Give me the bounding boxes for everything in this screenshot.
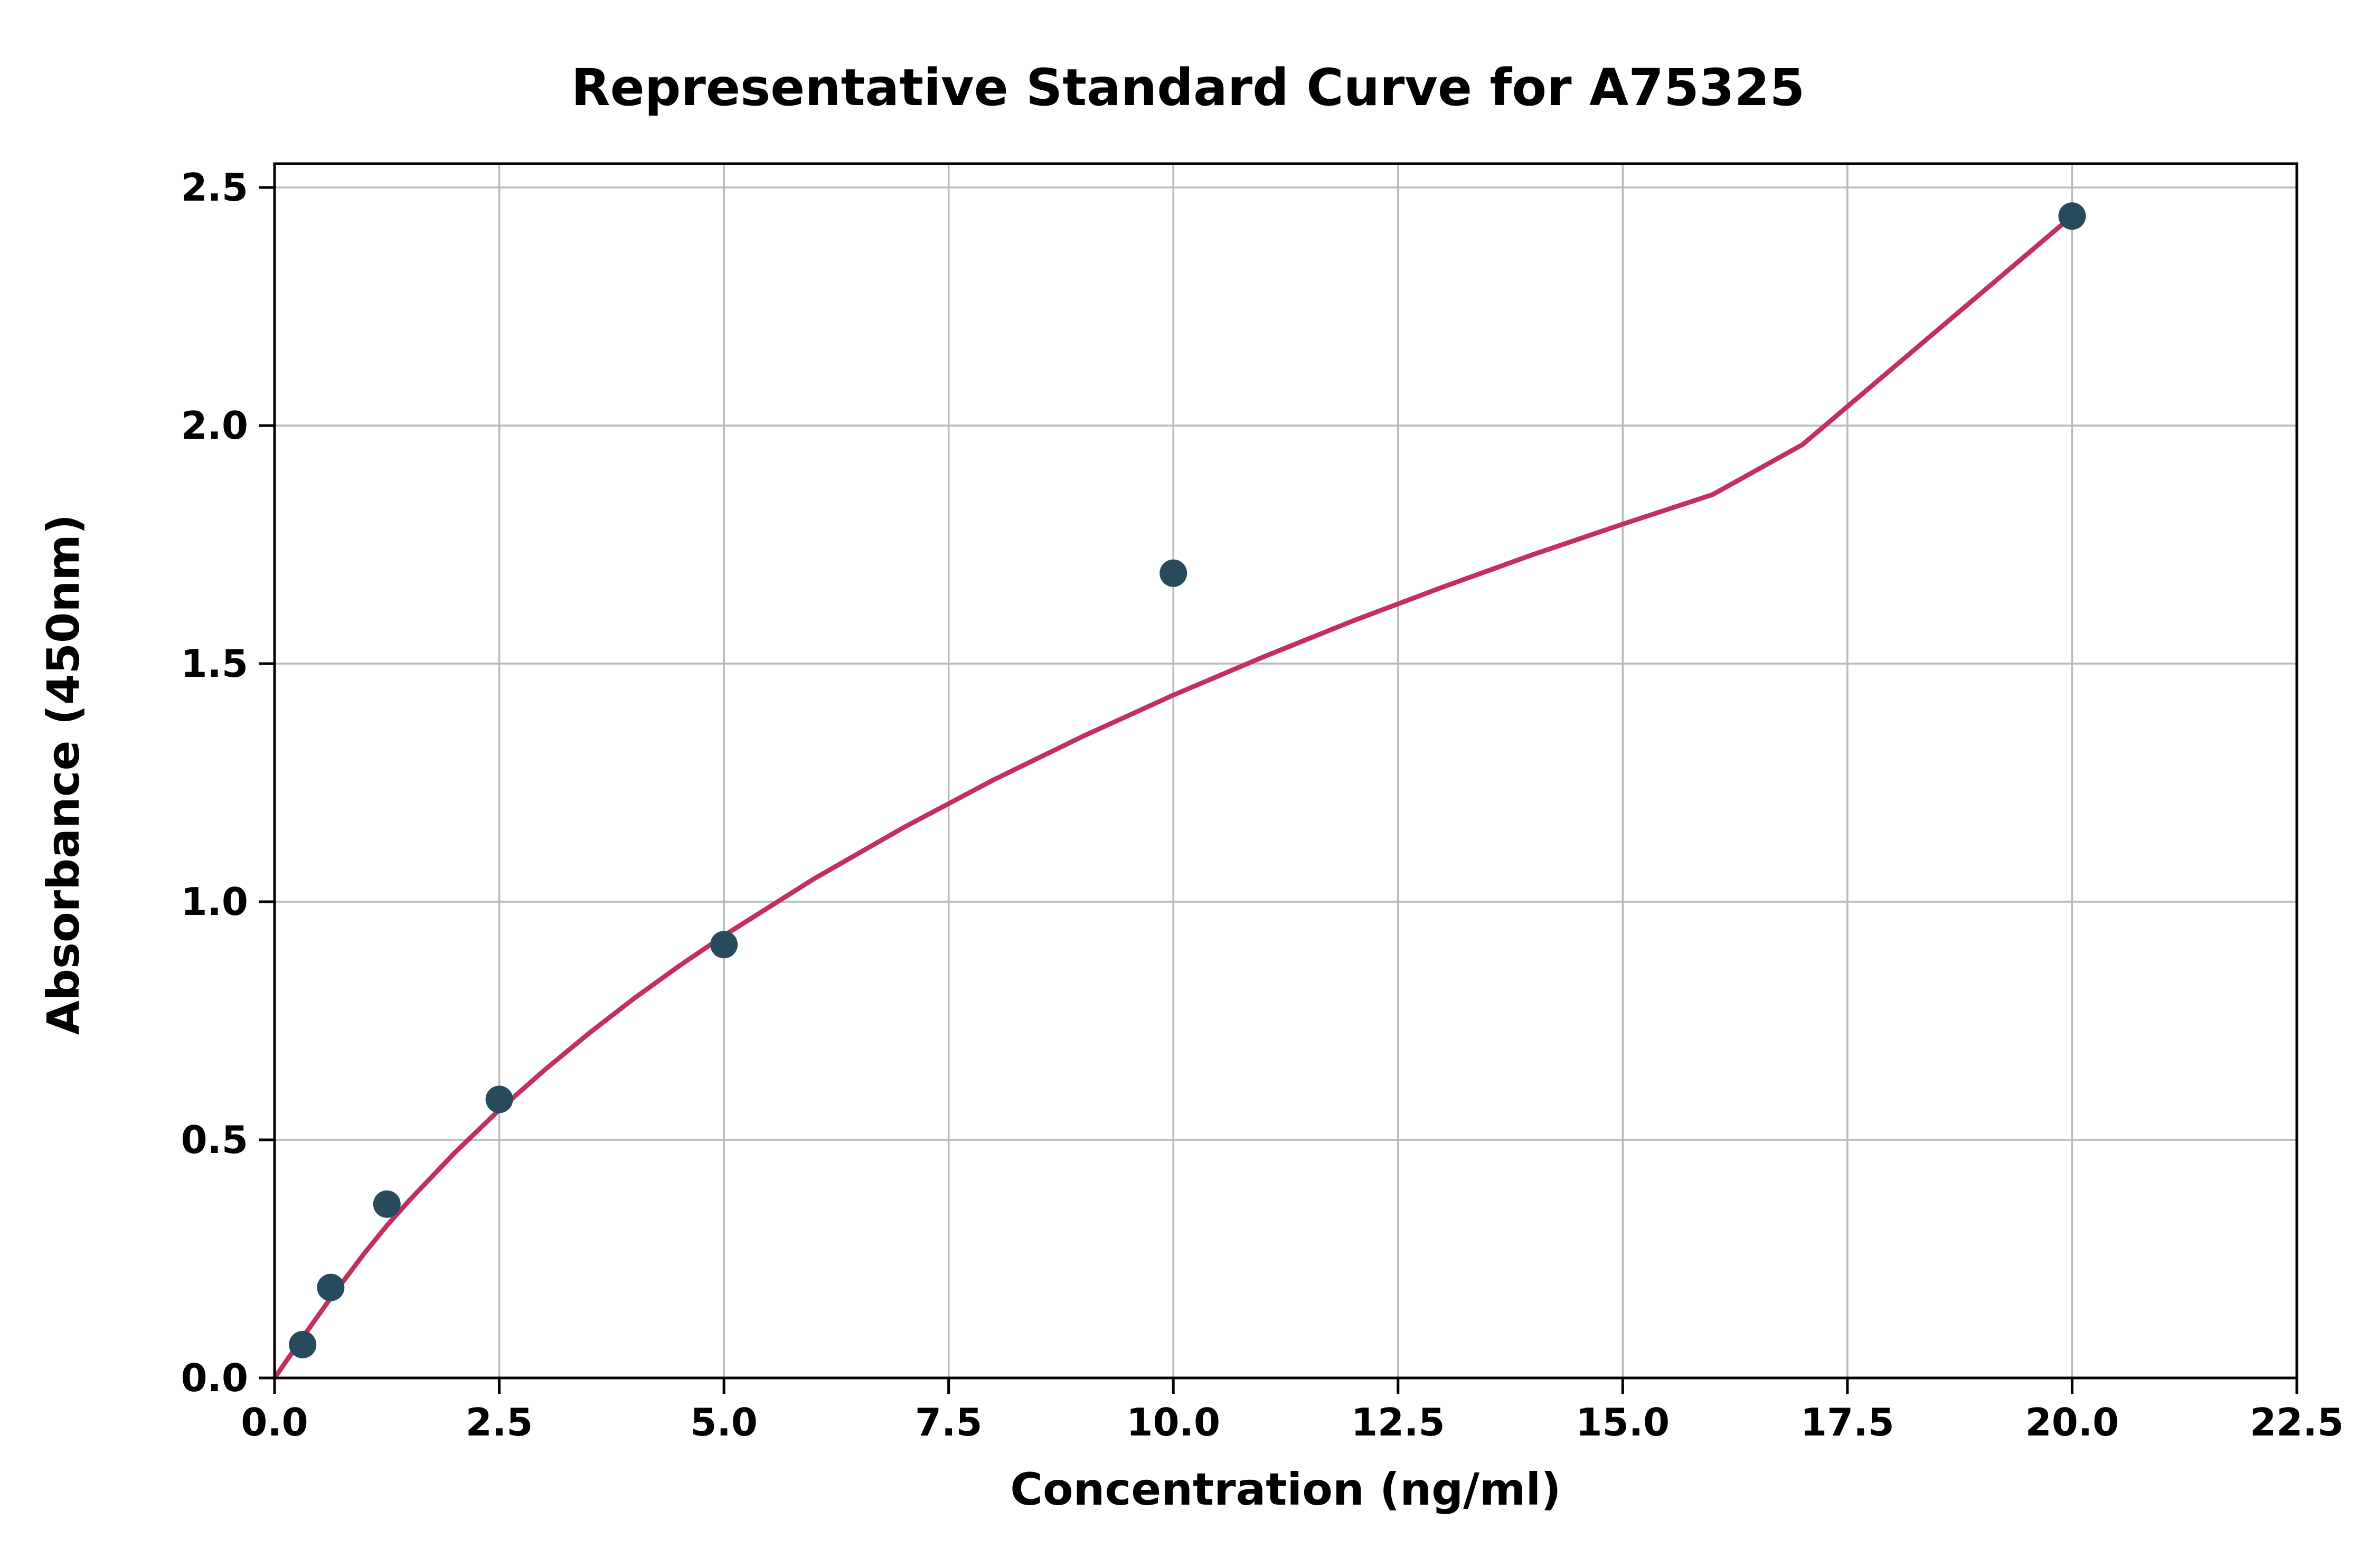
y-tick-label: 1.5 <box>143 641 248 686</box>
x-tick-label: 20.0 <box>1993 1400 2151 1444</box>
x-tick-label: 2.5 <box>420 1400 579 1444</box>
x-tick-label: 7.5 <box>870 1400 1028 1444</box>
y-tick-label: 2.0 <box>143 403 248 448</box>
y-tick-label: 0.5 <box>143 1118 248 1162</box>
x-tick-label: 0.0 <box>195 1400 354 1444</box>
y-tick-label: 0.0 <box>143 1356 248 1400</box>
y-tick-label: 1.0 <box>143 880 248 924</box>
x-tick-label: 17.5 <box>1768 1400 1927 1444</box>
y-tick-label: 2.5 <box>143 165 248 210</box>
x-tick-label: 10.0 <box>1094 1400 1252 1444</box>
x-tick-label: 15.0 <box>1543 1400 1702 1444</box>
x-tick-label: 5.0 <box>645 1400 803 1444</box>
x-tick-label: 12.5 <box>1319 1400 1477 1444</box>
y-axis-label: Absorbance (450nm) <box>37 167 89 1382</box>
x-axis-label: Concentration (ng/ml) <box>275 1463 2297 1515</box>
chart-svg <box>0 0 2376 1568</box>
x-tick-label: 22.5 <box>2218 1400 2376 1444</box>
chart-container: Representative Standard Curve for A75325… <box>0 0 2376 1568</box>
